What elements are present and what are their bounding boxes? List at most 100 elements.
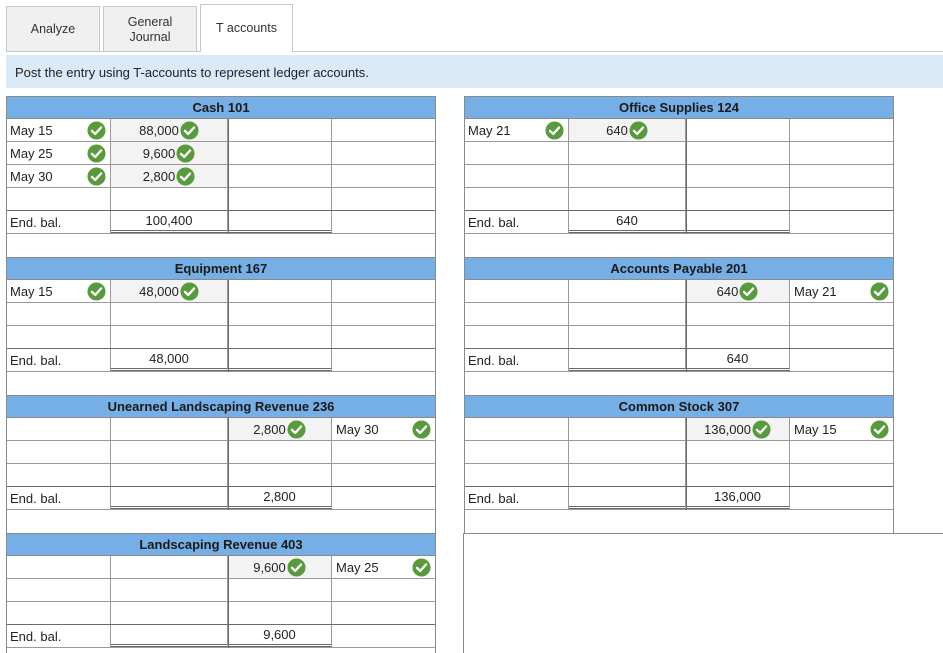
debit-amount-cell[interactable] bbox=[569, 326, 686, 348]
end-bal-debit-amount[interactable] bbox=[569, 349, 686, 371]
debit-date-cell[interactable] bbox=[7, 579, 111, 601]
end-bal-credit-amount[interactable]: 9,600 bbox=[228, 625, 332, 647]
debit-amount-cell[interactable] bbox=[111, 303, 228, 325]
credit-date-cell[interactable]: May 21 bbox=[790, 280, 893, 302]
credit-amount-cell[interactable] bbox=[686, 188, 790, 210]
credit-amount-cell[interactable] bbox=[686, 326, 790, 348]
credit-date-cell[interactable] bbox=[790, 165, 893, 187]
credit-amount-cell[interactable]: 640 bbox=[686, 280, 790, 302]
credit-date-cell[interactable] bbox=[790, 119, 893, 141]
debit-date-cell[interactable]: May 21 bbox=[465, 119, 569, 141]
credit-amount-cell[interactable] bbox=[228, 602, 332, 624]
end-bal-debit-amount[interactable] bbox=[111, 487, 228, 509]
debit-date-cell[interactable]: May 30 bbox=[7, 165, 111, 187]
end-bal-debit-amount[interactable]: 640 bbox=[569, 211, 686, 233]
credit-amount-cell[interactable]: 136,000 bbox=[686, 418, 790, 440]
credit-amount-cell[interactable] bbox=[228, 142, 332, 164]
end-bal-credit-amount[interactable]: 640 bbox=[686, 349, 790, 371]
end-bal-credit-date[interactable] bbox=[790, 349, 893, 371]
credit-date-cell[interactable] bbox=[332, 464, 435, 486]
debit-amount-cell[interactable] bbox=[111, 464, 228, 486]
debit-amount-cell[interactable] bbox=[111, 326, 228, 348]
credit-date-cell[interactable]: May 30 bbox=[332, 418, 435, 440]
debit-date-cell[interactable]: May 25 bbox=[7, 142, 111, 164]
credit-amount-cell[interactable] bbox=[228, 441, 332, 463]
debit-date-cell[interactable] bbox=[465, 418, 569, 440]
credit-amount-cell[interactable] bbox=[686, 165, 790, 187]
credit-date-cell[interactable] bbox=[332, 441, 435, 463]
credit-date-cell[interactable]: May 25 bbox=[332, 556, 435, 578]
debit-date-cell[interactable] bbox=[7, 441, 111, 463]
debit-date-cell[interactable] bbox=[465, 464, 569, 486]
credit-date-cell[interactable] bbox=[790, 441, 893, 463]
end-bal-credit-date[interactable] bbox=[332, 487, 435, 509]
end-bal-debit-amount[interactable]: 100,400 bbox=[111, 211, 228, 233]
debit-date-cell[interactable] bbox=[465, 280, 569, 302]
credit-date-cell[interactable] bbox=[332, 602, 435, 624]
end-bal-debit-amount[interactable]: 48,000 bbox=[111, 349, 228, 371]
debit-amount-cell[interactable]: 640 bbox=[569, 119, 686, 141]
debit-date-cell[interactable] bbox=[465, 165, 569, 187]
debit-date-cell[interactable] bbox=[465, 303, 569, 325]
debit-amount-cell[interactable] bbox=[569, 188, 686, 210]
end-bal-credit-date[interactable] bbox=[790, 211, 893, 233]
credit-date-cell[interactable]: May 15 bbox=[790, 418, 893, 440]
credit-amount-cell[interactable] bbox=[686, 119, 790, 141]
credit-date-cell[interactable] bbox=[332, 280, 435, 302]
end-bal-debit-amount[interactable] bbox=[569, 487, 686, 509]
end-bal-credit-amount[interactable] bbox=[228, 211, 332, 233]
debit-date-cell[interactable] bbox=[7, 418, 111, 440]
credit-date-cell[interactable] bbox=[332, 165, 435, 187]
end-bal-credit-date[interactable] bbox=[332, 625, 435, 647]
credit-amount-cell[interactable] bbox=[228, 326, 332, 348]
debit-date-cell[interactable] bbox=[465, 142, 569, 164]
end-bal-credit-date[interactable] bbox=[790, 487, 893, 509]
credit-date-cell[interactable] bbox=[790, 188, 893, 210]
end-bal-credit-date[interactable] bbox=[332, 211, 435, 233]
debit-amount-cell[interactable] bbox=[569, 303, 686, 325]
credit-amount-cell[interactable] bbox=[228, 303, 332, 325]
credit-date-cell[interactable] bbox=[332, 326, 435, 348]
end-bal-credit-amount[interactable] bbox=[686, 211, 790, 233]
debit-date-cell[interactable] bbox=[465, 188, 569, 210]
debit-amount-cell[interactable]: 48,000 bbox=[111, 280, 228, 302]
debit-date-cell[interactable]: May 15 bbox=[7, 280, 111, 302]
credit-amount-cell[interactable] bbox=[686, 441, 790, 463]
debit-amount-cell[interactable] bbox=[111, 418, 228, 440]
debit-amount-cell[interactable] bbox=[569, 280, 686, 302]
debit-date-cell[interactable]: May 15 bbox=[7, 119, 111, 141]
debit-amount-cell[interactable] bbox=[111, 188, 228, 210]
debit-amount-cell[interactable] bbox=[111, 441, 228, 463]
end-bal-credit-date[interactable] bbox=[332, 349, 435, 371]
debit-amount-cell[interactable] bbox=[569, 165, 686, 187]
credit-date-cell[interactable] bbox=[332, 119, 435, 141]
credit-amount-cell[interactable] bbox=[686, 142, 790, 164]
end-bal-credit-amount[interactable] bbox=[228, 349, 332, 371]
tab-analyze[interactable]: Analyze bbox=[6, 6, 100, 52]
end-bal-credit-amount[interactable]: 136,000 bbox=[686, 487, 790, 509]
debit-amount-cell[interactable] bbox=[111, 602, 228, 624]
credit-date-cell[interactable] bbox=[332, 579, 435, 601]
credit-date-cell[interactable] bbox=[332, 188, 435, 210]
credit-amount-cell[interactable]: 2,800 bbox=[228, 418, 332, 440]
credit-amount-cell[interactable] bbox=[228, 464, 332, 486]
debit-amount-cell[interactable] bbox=[569, 142, 686, 164]
tab-t-accounts[interactable]: T accounts bbox=[200, 4, 293, 52]
credit-amount-cell[interactable]: 9,600 bbox=[228, 556, 332, 578]
credit-amount-cell[interactable] bbox=[228, 579, 332, 601]
credit-amount-cell[interactable] bbox=[228, 188, 332, 210]
credit-date-cell[interactable] bbox=[332, 142, 435, 164]
debit-amount-cell[interactable] bbox=[569, 418, 686, 440]
end-bal-debit-amount[interactable] bbox=[111, 625, 228, 647]
debit-amount-cell[interactable]: 9,600 bbox=[111, 142, 228, 164]
credit-date-cell[interactable] bbox=[790, 142, 893, 164]
debit-date-cell[interactable] bbox=[465, 326, 569, 348]
credit-amount-cell[interactable] bbox=[228, 119, 332, 141]
tab-general-journal[interactable]: General Journal bbox=[103, 6, 197, 52]
credit-date-cell[interactable] bbox=[790, 326, 893, 348]
end-bal-credit-amount[interactable]: 2,800 bbox=[228, 487, 332, 509]
credit-date-cell[interactable] bbox=[790, 464, 893, 486]
debit-amount-cell[interactable] bbox=[569, 441, 686, 463]
debit-amount-cell[interactable]: 2,800 bbox=[111, 165, 228, 187]
debit-date-cell[interactable] bbox=[7, 602, 111, 624]
